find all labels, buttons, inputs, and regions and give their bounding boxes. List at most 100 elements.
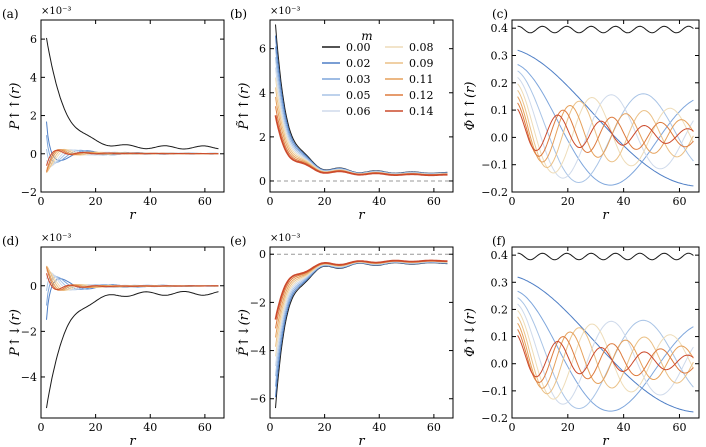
series-line-m-0.09	[517, 316, 694, 395]
y-axis-label: P↑↓(r)	[8, 309, 23, 357]
x-tick-label: 60	[672, 421, 686, 434]
x-tick-label: 20	[561, 421, 575, 434]
x-tick-label: 20	[318, 195, 332, 208]
y-axis-label: P↑↑(r)	[8, 83, 23, 131]
panel-label: (f)	[492, 234, 506, 248]
legend-label: 0.06	[346, 105, 371, 118]
y-axis-label: Φ↑↓(r)	[463, 308, 478, 357]
y-tick-label: 0.4	[491, 249, 509, 262]
series-line-m-0.03	[46, 276, 219, 306]
series-line-m-0.12	[517, 102, 694, 157]
y-tick-label: 2	[30, 110, 37, 123]
y-axis-label: Φ↑↑(r)	[463, 82, 478, 131]
x-tick-label: 0	[38, 421, 45, 434]
y-tick-label: 0	[30, 280, 37, 293]
series-line-m-0.00	[517, 252, 694, 261]
legend-label: 0.14	[409, 105, 434, 118]
y-tick-label: −0.1	[481, 159, 508, 172]
y-tick-label: 0.3	[491, 276, 509, 289]
panel-label: (b)	[230, 7, 247, 21]
sci-multiplier-label: ×10⁻³	[270, 6, 300, 17]
x-tick-label: 40	[372, 195, 386, 208]
x-tick-label: 60	[427, 195, 441, 208]
series-line-m-0.06	[517, 77, 694, 179]
panel-label: (a)	[2, 7, 19, 21]
y-tick-label: −0.2	[481, 412, 508, 425]
series-line-m-0.02	[517, 276, 694, 413]
axes-frame	[511, 246, 700, 419]
panel-f: 0 20 40 60 −0.2 −0.1 0.0 0.1 0.2 0.3 0.4 r Φ↑↓(r) (f)	[463, 234, 700, 447]
panel-d: 0 20 40 60 −4 −2 0 r P↑↓(r) (d) ×10⁻³	[2, 233, 225, 447]
y-tick-label: 0.1	[491, 104, 509, 117]
series-line-m-0.12	[275, 260, 448, 329]
series-line-m-0.03	[517, 290, 694, 412]
x-tick-label: 0	[267, 421, 274, 434]
y-tick-label: 0	[259, 175, 266, 188]
y-tick-label: 4	[259, 87, 266, 100]
x-tick-label: 20	[318, 421, 332, 434]
y-axis-label: P̃↑↓(r)	[236, 309, 252, 357]
series-line-m-0.14	[46, 149, 219, 166]
series-line-m-0.14	[274, 115, 448, 177]
series-line-m-0.03	[275, 261, 448, 387]
legend: m0.00 0.02 0.03 0.05 0.06 0.08 0.09 0.11 0.12 0.1…	[322, 29, 434, 118]
y-tick-label: 0.1	[491, 331, 509, 344]
x-tick-label: 40	[143, 421, 157, 434]
y-tick-label: 4	[30, 71, 37, 84]
y-tick-label: 0.0	[491, 358, 509, 371]
y-tick-label: 0.0	[491, 131, 509, 144]
y-axis-label: P̃↑↑(r)	[236, 83, 252, 131]
axes-frame	[269, 246, 454, 419]
y-tick-label: −2	[21, 325, 37, 338]
x-tick-label: 60	[427, 421, 441, 434]
legend-label: 0.02	[346, 57, 371, 70]
legend-label: 0.12	[409, 89, 434, 102]
y-tick-label: 0.2	[491, 303, 509, 316]
axes-frame	[40, 246, 225, 419]
x-tick-label: 20	[89, 421, 103, 434]
series-line-m-0.14	[517, 335, 694, 378]
series-line-m-0.03	[46, 135, 219, 163]
x-axis-label: r	[129, 208, 136, 223]
x-axis-label: r	[358, 208, 365, 223]
x-tick-label: 0	[267, 195, 274, 208]
x-tick-label: 60	[672, 195, 686, 208]
y-tick-label: 0	[30, 148, 37, 161]
series-line-m-0.02	[517, 49, 694, 187]
series-line-m-0.00	[46, 37, 219, 150]
legend-label: 0.05	[346, 89, 371, 102]
y-tick-label: 0.3	[491, 49, 509, 62]
series-line-m-0.00	[46, 291, 219, 409]
x-tick-label: 0	[509, 421, 516, 434]
x-tick-label: 0	[509, 195, 516, 208]
x-tick-label: 40	[617, 195, 631, 208]
legend-label: 0.08	[409, 41, 434, 54]
y-tick-label: −2	[250, 296, 266, 309]
x-tick-label: 60	[198, 421, 212, 434]
legend-label: 0.11	[409, 73, 434, 86]
legend-label: 0.03	[346, 73, 371, 86]
series-line-m-0.06	[517, 303, 694, 405]
x-tick-label: 0	[38, 195, 45, 208]
x-axis-label: r	[602, 434, 609, 447]
panel-label: (e)	[230, 234, 246, 248]
legend-label: 0.00	[346, 41, 371, 54]
y-tick-label: 0	[259, 248, 266, 261]
series-line-m-0.14	[517, 108, 694, 152]
y-tick-label: −2	[21, 186, 37, 199]
y-tick-label: −6	[250, 393, 266, 406]
series-line-m-0.11	[275, 260, 448, 338]
series-line-m-0.00	[517, 25, 694, 34]
y-tick-label: −0.1	[481, 385, 508, 398]
axes-frame	[269, 19, 454, 193]
y-tick-label: −4	[250, 345, 266, 358]
series-line-m-0.14	[274, 259, 448, 320]
panel-label: (c)	[492, 7, 508, 21]
legend-label: 0.09	[409, 57, 434, 70]
x-tick-label: 40	[617, 421, 631, 434]
series-line-m-0.11	[517, 96, 694, 163]
series-line-m-0.09	[517, 90, 694, 169]
series-line-m-0.03	[517, 64, 694, 186]
